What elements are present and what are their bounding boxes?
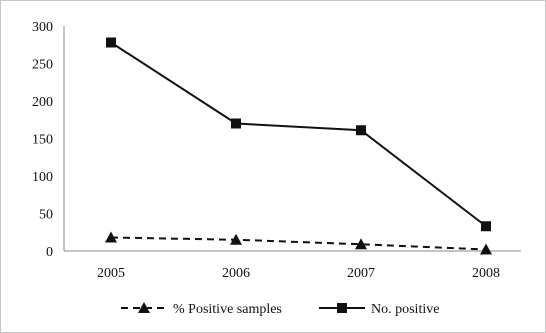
series-markers — [105, 37, 492, 255]
legend-percent-positive-marker — [138, 302, 150, 313]
percent-positive-point — [230, 233, 242, 245]
legend-percent-positive-label: % Positive samples — [173, 302, 282, 317]
percent-positive-point — [480, 243, 492, 255]
percent-positive-point — [105, 231, 117, 243]
no-positive-point — [231, 118, 241, 129]
x-tick-labels: 2005 2006 2007 2008 — [97, 266, 500, 281]
no-positive-point — [356, 125, 366, 136]
legend-no-positive-label: No. positive — [371, 302, 439, 317]
no-positive-point — [106, 37, 116, 48]
y-tick-label: 0 — [46, 245, 53, 260]
x-tick-label: 2005 — [97, 266, 125, 281]
legend: % Positive samples No. positive — [121, 302, 439, 317]
no-positive-point — [481, 221, 491, 232]
y-tick-label: 150 — [32, 133, 53, 148]
y-tick-labels: 0 50 100 150 200 250 300 — [32, 20, 53, 260]
x-tick-label: 2008 — [472, 266, 500, 281]
x-tick-label: 2006 — [222, 266, 250, 281]
series-line-no-positive — [110, 41, 487, 228]
y-tick-label: 250 — [32, 58, 53, 73]
x-tick-label: 2007 — [347, 266, 375, 281]
axes-group — [63, 26, 521, 252]
percent-positive-point — [355, 238, 367, 250]
legend-no-positive-marker — [337, 303, 347, 313]
y-tick-label: 300 — [32, 20, 53, 35]
series-line-percent-positive — [110, 236, 487, 251]
y-tick-label: 100 — [32, 170, 53, 185]
y-tick-label: 200 — [32, 95, 53, 110]
y-tick-label: 50 — [39, 208, 53, 223]
series-lines — [110, 41, 487, 251]
